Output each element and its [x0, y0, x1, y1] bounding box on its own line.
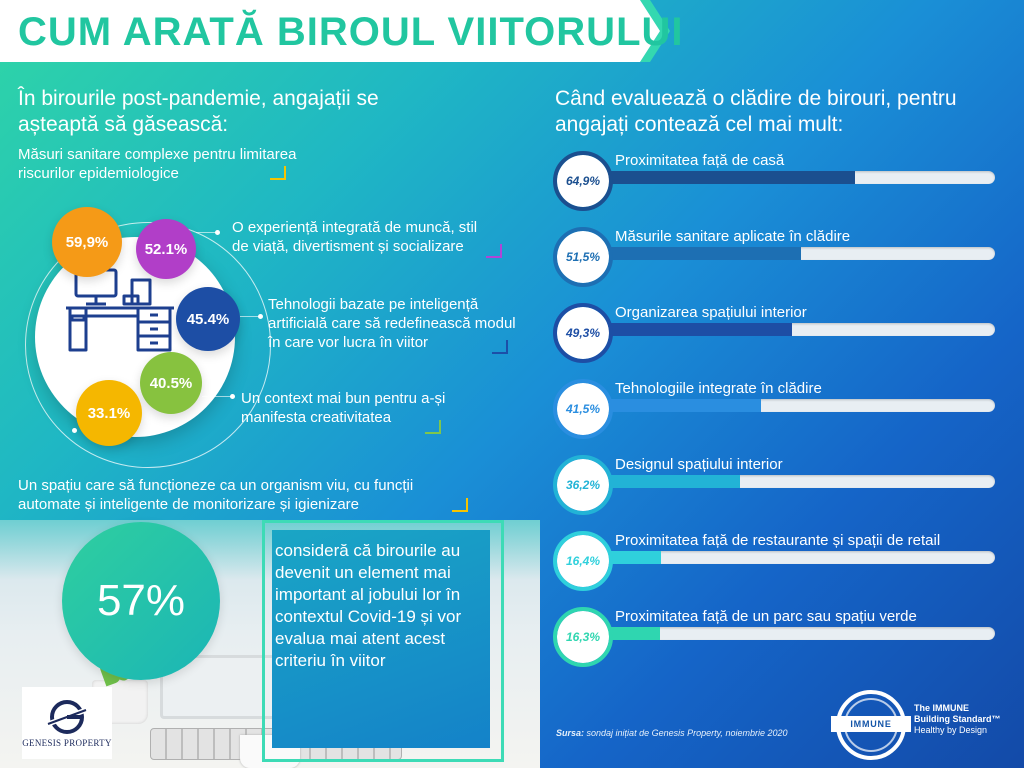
- highlight-value-circle: 57%: [62, 522, 220, 680]
- expectation-4-bracket: [425, 420, 441, 434]
- expectation-4-value: 40.5%: [149, 374, 193, 392]
- highlight-box-frame: [262, 520, 504, 762]
- criteria-value: 41,5%: [565, 402, 601, 416]
- expectation-5-dot: [72, 428, 77, 433]
- criteria-label: Proximitatea față de restaurante și spaț…: [615, 532, 941, 549]
- immune-line-2: Building Standard™: [914, 714, 1001, 724]
- expectation-1-value: 59,9%: [65, 233, 109, 251]
- genesis-property-logo: GENESIS PROPERTY: [22, 687, 112, 759]
- criteria-label: Proximitatea față de casă: [615, 152, 785, 169]
- criteria-value-circle: 16,3%: [553, 607, 613, 667]
- criteria-row: Organizarea spațiului interior 49,3%: [553, 303, 1005, 374]
- expectation-5-value: 33.1%: [87, 404, 131, 422]
- criteria-label: Proximitatea față de un parc sau spațiu …: [615, 608, 917, 625]
- expectation-1-bracket: [270, 166, 286, 180]
- expectation-4-value-bubble: 40.5%: [140, 352, 202, 414]
- immune-line-3: Healthy by Design: [914, 725, 988, 735]
- criteria-value-circle: 16,4%: [553, 531, 613, 591]
- expectation-3-dot: [258, 314, 263, 319]
- expectation-2-dot: [215, 230, 220, 235]
- criteria-row: Tehnologiile integrate în clădire 41,5%: [553, 379, 1005, 450]
- immune-line-1: The IMMUNE: [914, 703, 969, 713]
- criteria-value-circle: 64,9%: [553, 151, 613, 211]
- criteria-label: Organizarea spațiului interior: [615, 304, 807, 321]
- expectation-4-text: Un context mai bun pentru a-și manifesta…: [241, 390, 446, 426]
- criteria-value-circle: 41,5%: [553, 379, 613, 439]
- expectation-5-bracket: [452, 498, 468, 512]
- expectation-3-connector: [240, 316, 262, 317]
- criteria-bar-fill: [595, 399, 761, 412]
- expectation-1-text: Măsuri sanitare complexe pentru limitare…: [18, 146, 297, 182]
- criteria-label: Măsurile sanitare aplicate în clădire: [615, 228, 851, 245]
- immune-logo-text: The IMMUNE Building Standard™ Healthy by…: [914, 703, 1001, 736]
- left-heading: În birourile post-pandemie, angajații se…: [18, 87, 379, 136]
- criteria-bar-track: [595, 551, 995, 564]
- criteria-bar-track: [595, 399, 995, 412]
- criteria-bar-track: [595, 171, 995, 184]
- expectation-3-text: Tehnologii bazate pe inteligență artific…: [268, 296, 516, 351]
- criteria-row: Proximitatea față de restaurante și spaț…: [553, 531, 1005, 602]
- title-banner: [0, 0, 660, 62]
- criteria-row: Proximitatea față de un parc sau spațiu …: [553, 607, 1005, 678]
- expectation-4-dot: [230, 394, 235, 399]
- criteria-row: Designul spațiului interior 36,2%: [553, 455, 1005, 526]
- source-note: Sursa: sondaj inițiat de Genesis Propert…: [556, 728, 787, 738]
- expectation-1-value-bubble: 59,9%: [52, 207, 122, 277]
- criteria-row: Măsurile sanitare aplicate în clădire 51…: [553, 227, 1005, 298]
- criteria-value: 49,3%: [565, 326, 601, 340]
- criteria-value: 51,5%: [565, 250, 601, 264]
- expectation-3-value: 45.4%: [186, 310, 230, 328]
- right-heading: Când evaluează o clădire de birouri, pen…: [555, 87, 957, 136]
- criteria-value-circle: 49,3%: [553, 303, 613, 363]
- highlight-text: consideră că birourile au devenit un ele…: [275, 541, 462, 670]
- immune-logo-badge: IMMUNE: [831, 716, 911, 732]
- expectation-3-bracket: [492, 340, 508, 354]
- criteria-bar-track: [595, 247, 995, 260]
- criteria-value-circle: 36,2%: [553, 455, 613, 515]
- criteria-value: 16,3%: [565, 630, 601, 644]
- criteria-label: Tehnologiile integrate în clădire: [615, 380, 822, 397]
- expectation-2-value-bubble: 52.1%: [136, 219, 196, 279]
- office-desk-icon: [66, 268, 174, 352]
- criteria-bar-track: [595, 323, 995, 336]
- page-title: CUM ARATĂ BIROUL VIITORULUI: [18, 10, 684, 54]
- criteria-bar-fill: [595, 247, 801, 260]
- genesis-logo-text: GENESIS PROPERTY: [22, 738, 112, 748]
- expectation-5-text: Un spațiu care să funcționeze ca un orga…: [18, 477, 414, 513]
- criteria-bar-track: [595, 475, 995, 488]
- expectation-2-bracket: [486, 244, 502, 258]
- criteria-value: 64,9%: [565, 174, 601, 188]
- criteria-row: Proximitatea față de casă 64,9%: [553, 151, 1005, 222]
- criteria-bar-fill: [595, 171, 855, 184]
- criteria-value: 36,2%: [565, 478, 601, 492]
- expectation-4-connector: [202, 396, 232, 397]
- source-label: Sursa:: [556, 728, 585, 738]
- expectation-2-connector: [196, 232, 218, 233]
- expectation-3-value-bubble: 45.4%: [176, 287, 240, 351]
- genesis-logo-icon: [47, 700, 87, 734]
- criteria-bar-fill: [595, 323, 793, 336]
- cluster-ring: [25, 222, 271, 468]
- expectation-2-text: O experiență integrată de muncă, stil de…: [232, 219, 478, 255]
- highlight-box: [272, 530, 490, 748]
- criteria-value-circle: 51,5%: [553, 227, 613, 287]
- criteria-label: Designul spațiului interior: [615, 456, 783, 473]
- criteria-value: 16,4%: [565, 554, 601, 568]
- expectation-2-value: 52.1%: [144, 240, 188, 258]
- criteria-bar-track: [595, 627, 995, 640]
- expectation-5-value-bubble: 33.1%: [76, 380, 142, 446]
- highlight-value: 57%: [96, 576, 186, 625]
- source-text: sondaj inițiat de Genesis Property, noie…: [586, 728, 788, 738]
- criteria-bar-fill: [595, 475, 740, 488]
